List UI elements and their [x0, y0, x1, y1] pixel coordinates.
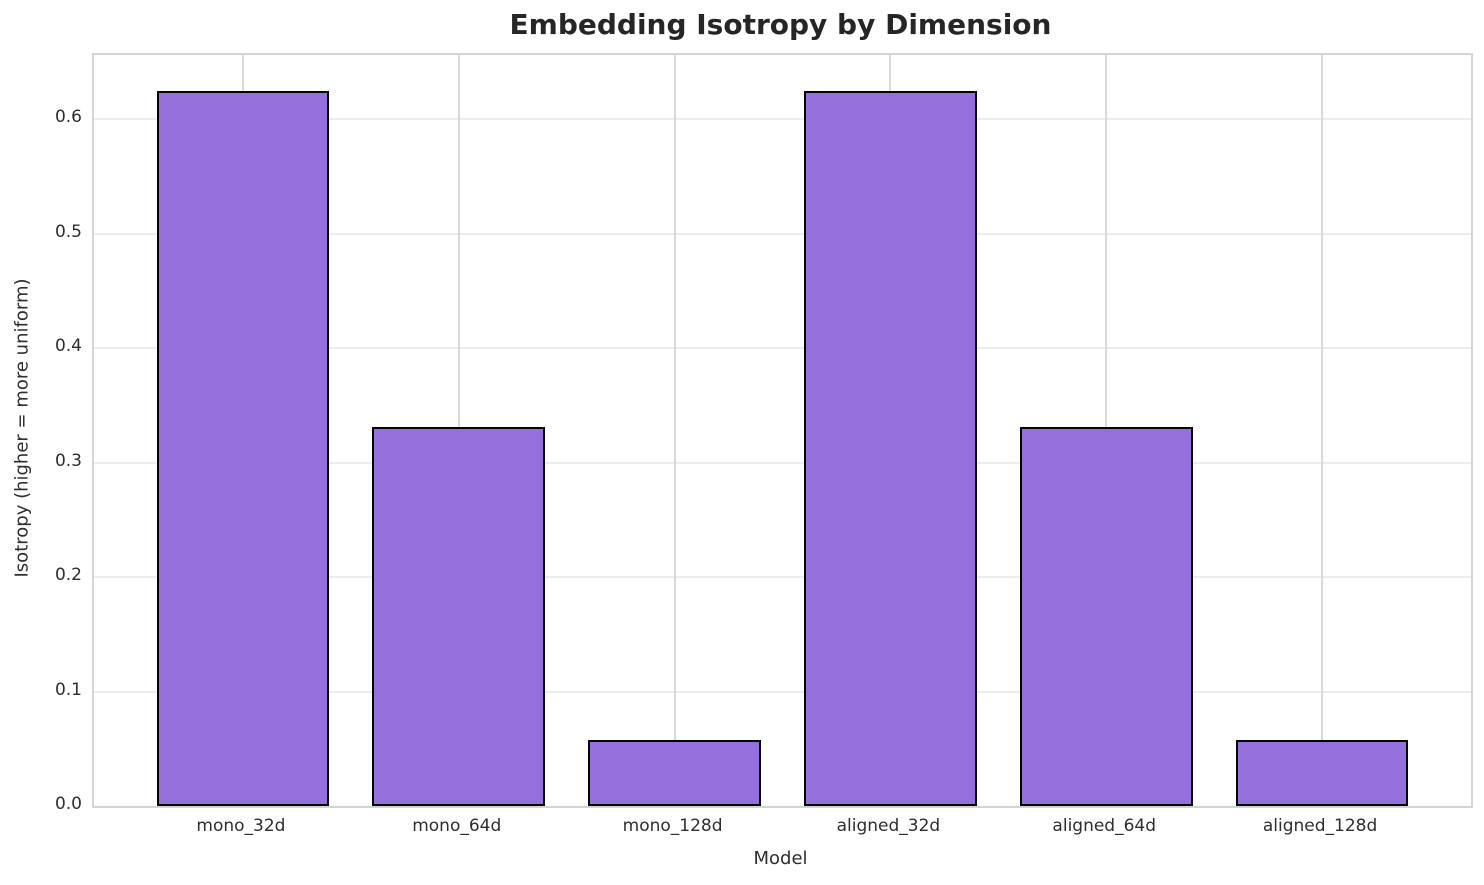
x-tick-label: aligned_128d [1262, 816, 1378, 836]
x-tick-label: aligned_64d [1052, 816, 1157, 836]
y-tick-label: 0.3 [54, 450, 82, 471]
h-gridline [94, 347, 1471, 350]
v-gridline [1321, 55, 1324, 806]
y-tick-label: 0.2 [54, 565, 82, 586]
bar-mono_32d [156, 90, 330, 806]
x-tick-label: mono_128d [622, 816, 723, 836]
bar-mono_128d [588, 739, 761, 806]
bar-mono_64d [372, 427, 546, 806]
x-tick-label: mono_64d [412, 816, 502, 836]
h-gridline [94, 576, 1471, 579]
y-tick-label: 0.6 [54, 107, 82, 128]
bar-aligned_128d [1235, 739, 1409, 806]
y-tick-label: 0.1 [54, 679, 82, 700]
chart-title: Embedding Isotropy by Dimension [509, 8, 1052, 41]
bar-aligned_64d [1019, 427, 1193, 806]
y-tick-label: 0.4 [54, 336, 82, 357]
y-tick-label: 0.5 [54, 221, 82, 242]
x-tick-label: mono_32d [196, 816, 286, 836]
v-gridline [673, 55, 676, 806]
h-gridline [94, 461, 1471, 464]
y-tick-label: 0.0 [54, 794, 82, 814]
x-tick-label: aligned_32d [836, 816, 941, 836]
h-gridline [94, 690, 1471, 693]
x-axis-label: Model [753, 848, 808, 869]
h-gridline [94, 232, 1471, 235]
plot-area [92, 53, 1473, 808]
h-gridline [94, 118, 1471, 121]
bar-aligned_32d [804, 90, 977, 806]
y-axis-label-text: Isotropy (higher = more uniform) [11, 278, 33, 578]
